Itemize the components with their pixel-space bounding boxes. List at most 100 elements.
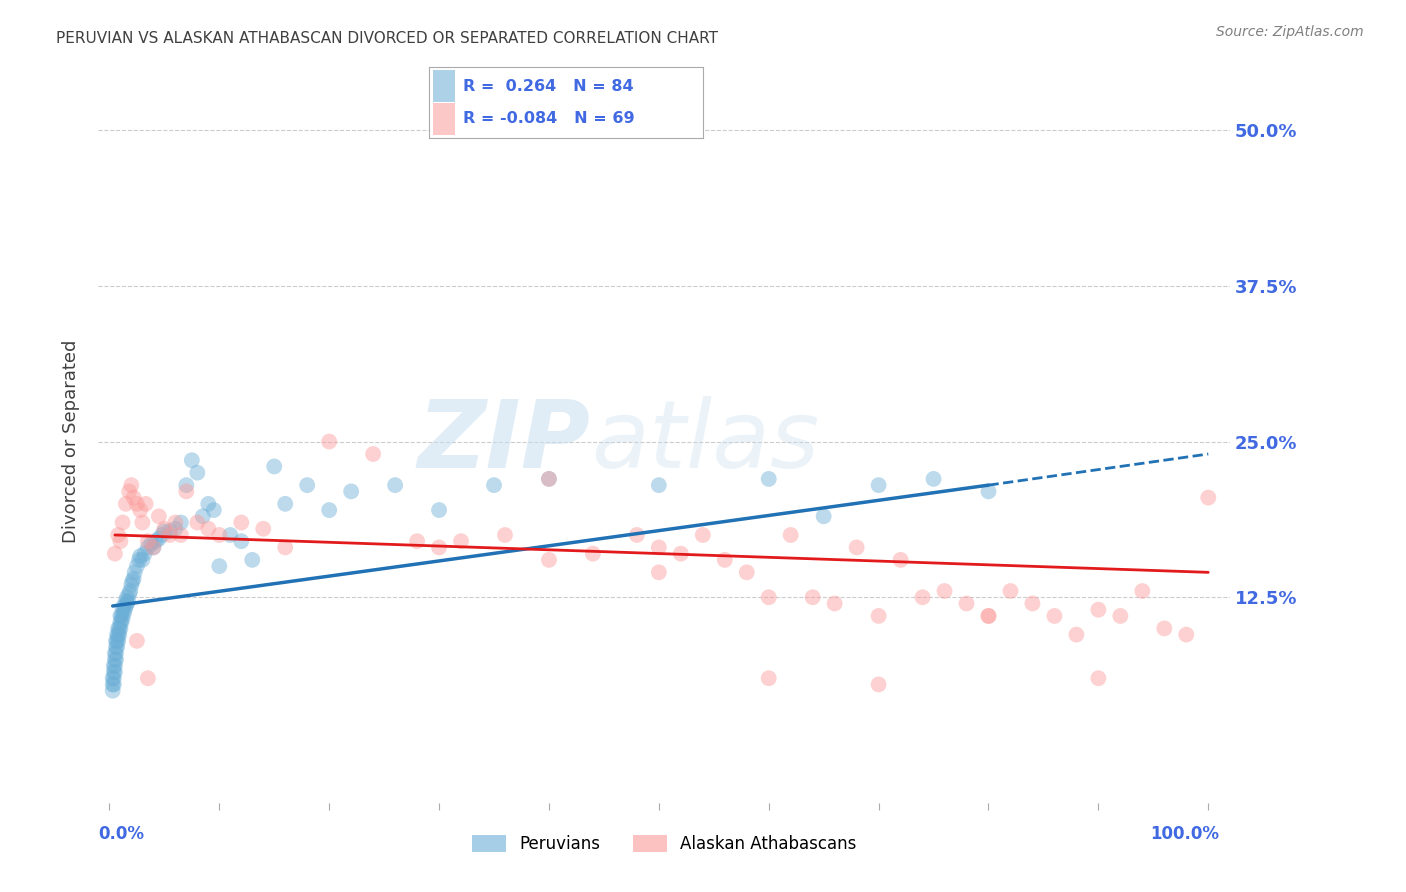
Point (197, 522, 219, 536)
Point (105, 646, 128, 660)
Point (537, 472, 560, 486)
Point (120, 478, 142, 492)
Point (186, 466, 208, 480)
Point (191, 509, 214, 524)
Point (142, 541, 165, 555)
Point (384, 478, 406, 492)
Point (1000, 584, 1022, 599)
Point (813, 509, 835, 524)
Point (105, 627, 128, 641)
Point (103, 671, 125, 685)
Point (105, 633, 128, 648)
Point (922, 472, 945, 486)
Point (114, 603, 136, 617)
Point (136, 671, 159, 685)
Point (115, 497, 138, 511)
Point (136, 534, 159, 549)
Point (120, 578, 142, 592)
Point (801, 591, 824, 605)
Point (758, 671, 780, 685)
Point (537, 472, 560, 486)
Point (115, 599, 138, 613)
Point (340, 484, 363, 499)
Point (103, 677, 125, 691)
Point (180, 453, 202, 467)
Point (482, 478, 505, 492)
Point (758, 472, 780, 486)
Point (1066, 627, 1088, 641)
Point (450, 534, 472, 549)
Point (107, 633, 129, 648)
Point (112, 599, 135, 613)
Point (219, 528, 242, 542)
Point (105, 633, 128, 648)
Point (868, 677, 890, 691)
Point (648, 566, 671, 580)
Point (176, 484, 198, 499)
Point (977, 484, 1000, 499)
Point (977, 609, 1000, 624)
Point (274, 541, 297, 555)
Point (131, 553, 153, 567)
Point (121, 574, 143, 588)
Point (105, 652, 128, 666)
Point (110, 615, 132, 630)
Point (977, 609, 1000, 624)
Point (142, 541, 165, 555)
Text: R = -0.084   N = 69: R = -0.084 N = 69 (463, 112, 634, 127)
Point (318, 434, 340, 449)
Point (648, 541, 671, 555)
Point (165, 516, 187, 530)
Point (868, 478, 890, 492)
Point (1109, 609, 1132, 624)
Point (868, 609, 890, 624)
Point (105, 640, 128, 654)
Point (202, 503, 225, 517)
Point (955, 597, 977, 611)
Point (104, 652, 127, 666)
Point (240, 553, 263, 567)
Point (110, 615, 132, 630)
Point (274, 497, 297, 511)
Point (153, 522, 176, 536)
Y-axis label: Divorced or Separated: Divorced or Separated (62, 340, 80, 543)
Point (134, 547, 156, 561)
Text: atlas: atlas (591, 396, 820, 487)
Point (427, 503, 450, 517)
Point (101, 677, 124, 691)
Bar (433, 103, 456, 135)
Point (111, 611, 134, 625)
Point (141, 537, 163, 551)
Point (125, 559, 148, 574)
Point (107, 528, 129, 542)
Point (115, 594, 138, 608)
Point (107, 627, 129, 641)
Point (128, 553, 150, 567)
Point (148, 509, 170, 524)
Point (1175, 627, 1198, 641)
Point (103, 665, 125, 679)
Point (1130, 584, 1153, 599)
Point (103, 658, 125, 673)
Point (117, 594, 139, 608)
Point (115, 597, 138, 611)
Point (1087, 671, 1109, 685)
Point (122, 572, 145, 586)
Point (111, 603, 134, 617)
Point (104, 665, 127, 679)
Point (135, 497, 157, 511)
Point (890, 553, 912, 567)
Point (669, 547, 692, 561)
Point (824, 597, 846, 611)
Point (231, 534, 253, 549)
Point (231, 516, 253, 530)
Point (107, 621, 129, 635)
Text: 100.0%: 100.0% (1150, 825, 1219, 843)
Point (118, 586, 141, 600)
Point (110, 609, 132, 624)
Point (148, 532, 170, 546)
Point (159, 524, 181, 539)
Point (118, 484, 141, 499)
Bar (433, 70, 456, 102)
Point (129, 503, 152, 517)
